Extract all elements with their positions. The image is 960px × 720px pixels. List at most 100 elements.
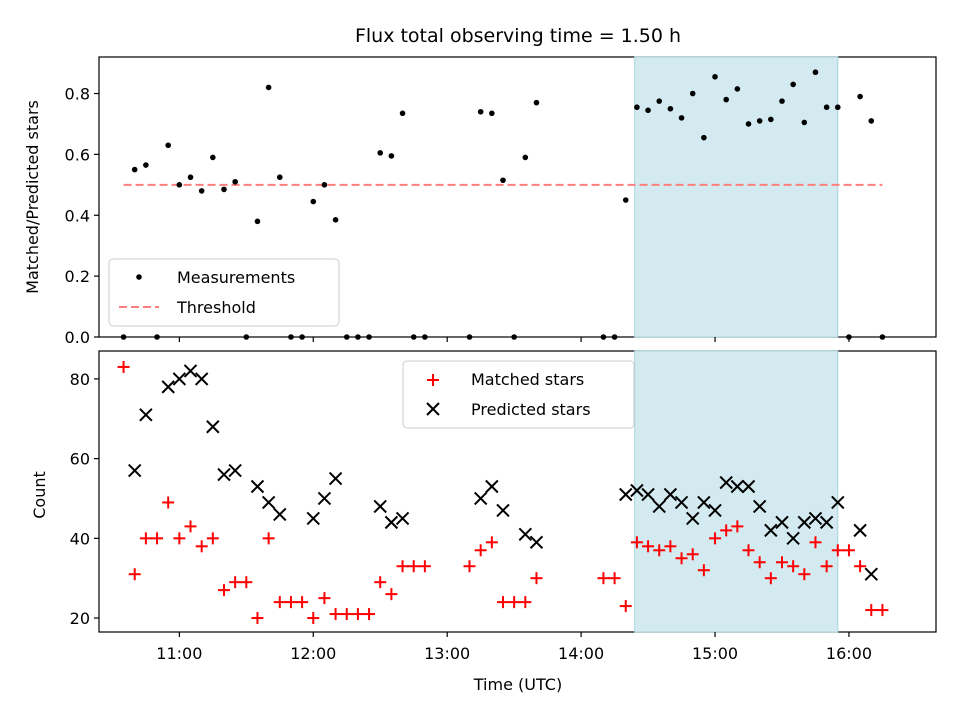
predicted-stars-point [194, 372, 209, 386]
matched-stars-point [597, 572, 610, 585]
predicted-stars-point [518, 527, 533, 542]
x-tick-label: 13:00 [424, 644, 470, 663]
predicted-stars-point [853, 523, 867, 538]
measurement-point [120, 334, 127, 340]
measurement-point [678, 115, 685, 121]
measurement-point [823, 104, 830, 111]
matched-stars-point [340, 608, 353, 621]
matched-stars-point [608, 572, 621, 585]
measurement-point [745, 121, 752, 127]
highlight-span-rect [634, 350, 839, 633]
matched-stars-point [117, 360, 130, 373]
matched-stars-point [720, 524, 733, 537]
matched-stars-point [876, 604, 889, 617]
predicted-stars-point [730, 479, 745, 494]
y-tick-label: 20 [70, 609, 90, 628]
matched-stars-point [831, 544, 844, 557]
x-axis-label: Time (UTC) [473, 675, 562, 694]
matched-stars-point [296, 596, 309, 609]
measurement-point [310, 198, 317, 205]
matched-stars-point [764, 572, 777, 585]
matched-stars-point [865, 604, 878, 617]
x-tick-label: 15:00 [692, 644, 738, 663]
matched-stars-point [217, 584, 230, 597]
matched-stars-point [809, 536, 822, 549]
measurement-point [254, 218, 261, 225]
matched-stars-point [709, 532, 722, 545]
predicted-stars-point [752, 499, 767, 514]
ratio-highlight-span [634, 56, 839, 338]
matched-stars-point [508, 596, 521, 609]
predicted-stars-point [831, 495, 845, 510]
measurement-point [779, 98, 785, 104]
ratio-y-axis-label: Matched/Predicted stars [23, 100, 42, 294]
matched-stars-point [273, 596, 286, 609]
matched-stars-point [787, 560, 800, 573]
matched-stars-point [173, 532, 186, 545]
measurement-point [734, 86, 741, 92]
measurement-point [768, 116, 774, 123]
measurement-point [600, 334, 607, 340]
ratio-panel: Flux total observing time = 1.50 h Match… [23, 25, 937, 347]
matched-stars-point [307, 612, 320, 625]
predicted-stars-point [373, 499, 387, 514]
matched-stars-point [363, 608, 376, 621]
matched-stars-point [642, 540, 655, 553]
predicted-stars-point [797, 515, 812, 530]
predicted-stars-point [183, 364, 198, 378]
matched-stars-point [742, 544, 755, 557]
predicted-stars-point [306, 511, 320, 526]
count-plot-frame [98, 350, 937, 633]
predicted-stars-point [529, 535, 544, 550]
measurement-point [879, 334, 886, 340]
measurement-point [399, 110, 406, 117]
legend-threshold-label: Threshold [176, 298, 256, 317]
measurement-point [321, 182, 328, 188]
predicted-stars-point [317, 491, 332, 506]
predicted-stars-point [697, 495, 711, 510]
measurement-point [667, 105, 674, 112]
measurement-point [634, 104, 640, 111]
matched-stars-point [206, 532, 219, 545]
count-legend-box [402, 360, 635, 429]
matched-stars-point [630, 536, 643, 549]
predicted-stars-point [496, 503, 510, 518]
ratio-plot-frame [98, 56, 937, 338]
y-tick-label: 80 [70, 370, 90, 389]
predicted-stars-point [786, 531, 800, 546]
measurement-point [131, 166, 138, 173]
measurement-point [176, 182, 183, 188]
count-points [117, 360, 889, 625]
measurement-point [857, 93, 863, 100]
matched-stars-point [474, 544, 487, 557]
measurement-point [645, 107, 651, 114]
ratio-legend-box [108, 258, 340, 327]
measurement-point [343, 334, 350, 340]
legend-measurements-marker [136, 274, 142, 280]
measurement-point [868, 118, 875, 124]
matched-stars-point [262, 532, 275, 545]
predicted-stars-point [395, 511, 410, 526]
matched-stars-point [251, 612, 264, 625]
measurement-point [276, 174, 283, 181]
measurement-point [299, 334, 305, 340]
count-legend: Matched stars Predicted stars [402, 360, 635, 429]
predicted-stars-point [161, 380, 175, 394]
measurement-point [243, 334, 250, 340]
highlight-span-rect [634, 56, 839, 338]
measurement-point [701, 134, 707, 141]
matched-stars-point [229, 576, 242, 589]
predicted-stars-point [819, 515, 834, 530]
measurement-point [812, 69, 819, 76]
legend-measurements-label: Measurements [177, 268, 295, 287]
measurement-point [689, 90, 696, 97]
y-tick-label: 0.2 [65, 267, 90, 286]
predicted-stars-point [641, 487, 655, 502]
legend-matched-label: Matched stars [471, 370, 584, 389]
predicted-stars-point [473, 491, 488, 506]
measurement-point [511, 334, 517, 340]
measurement-point [522, 154, 529, 161]
measurement-point [790, 81, 796, 88]
measurement-point [288, 334, 294, 340]
